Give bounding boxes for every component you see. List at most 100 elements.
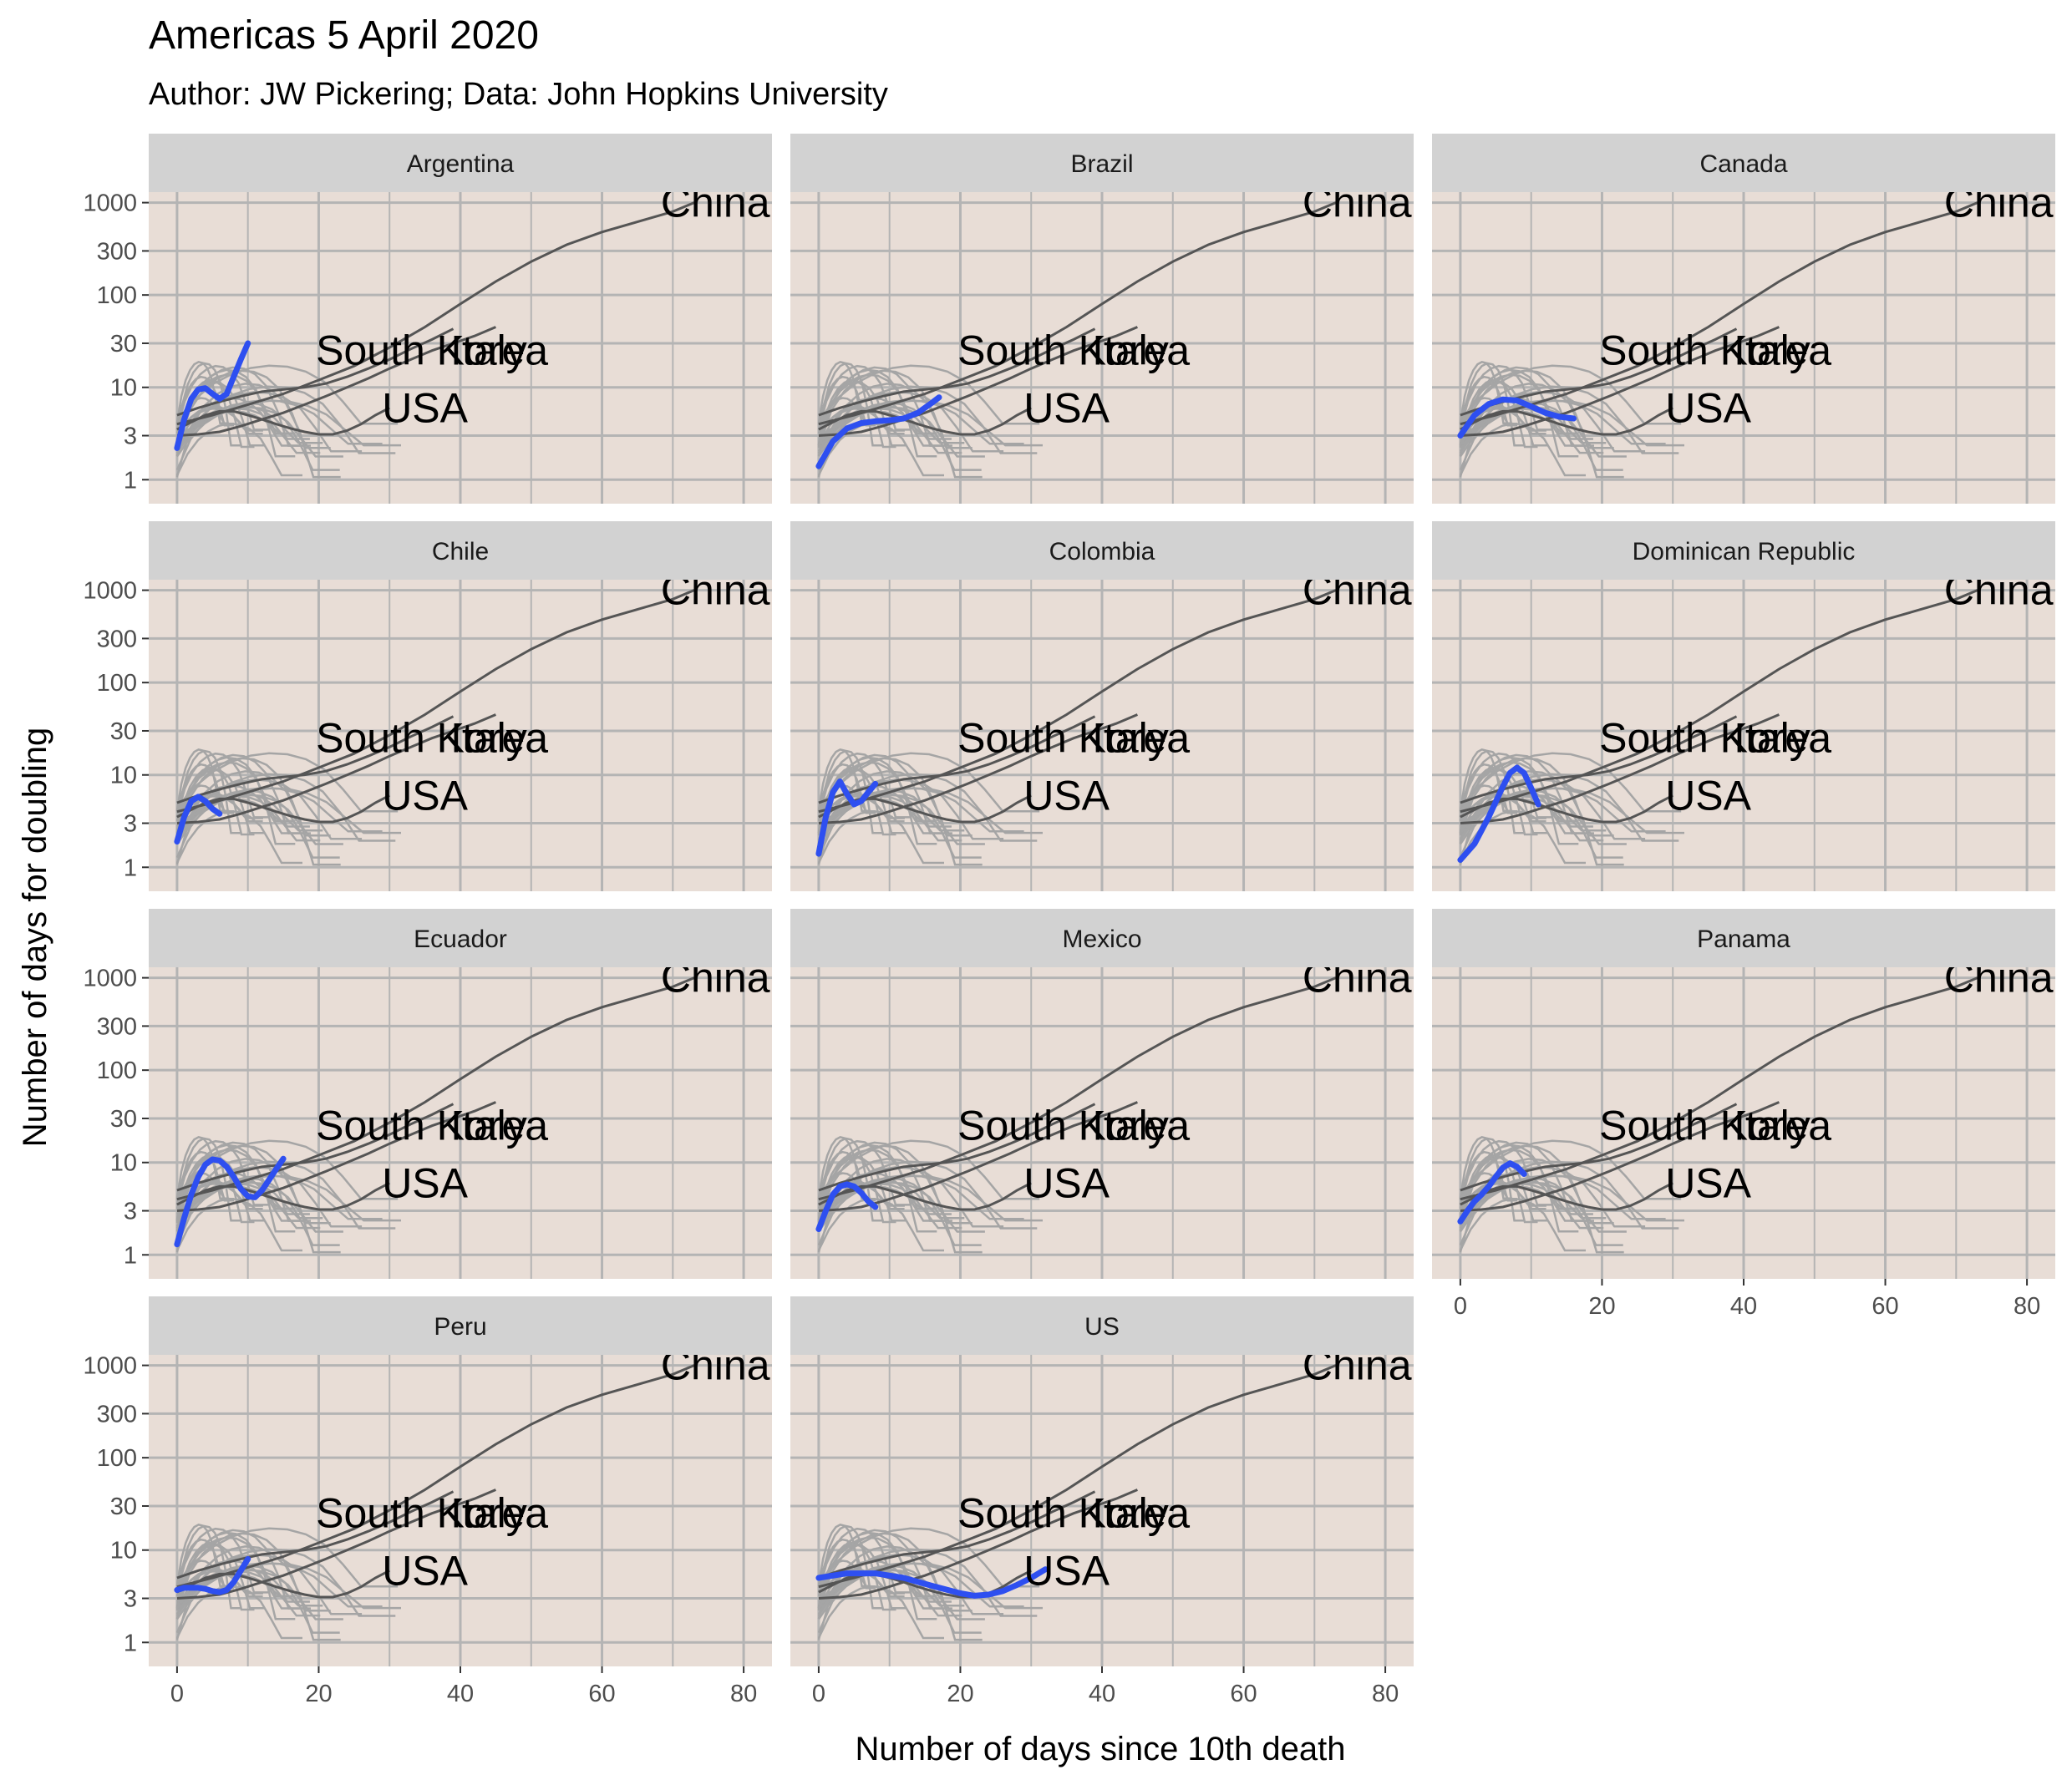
background-series-line xyxy=(817,1144,973,1225)
facet-strip xyxy=(790,909,1414,967)
annotation-label: USA xyxy=(382,1547,468,1594)
reference-line-south-korea xyxy=(818,1488,1138,1600)
annotation-label: USA xyxy=(1023,772,1110,819)
background-series-line xyxy=(817,1541,896,1611)
x-tick-label: 80 xyxy=(730,1681,757,1707)
background-series-line xyxy=(817,385,1038,454)
annotation-label: South Korea xyxy=(1599,1103,1831,1149)
background-series-line xyxy=(175,1139,270,1206)
series-line-mexico xyxy=(815,1181,879,1232)
annotation-label: South Korea xyxy=(957,1103,1190,1149)
background-series-line xyxy=(1459,1177,1623,1246)
x-tick-label: 40 xyxy=(447,1681,474,1707)
facet-strip-label: Panama xyxy=(1697,926,1790,953)
annotation-label: USA xyxy=(1023,384,1110,431)
background-series-line xyxy=(817,789,982,859)
reference-line-italy xyxy=(818,715,1096,804)
annotation-label: Italy xyxy=(450,715,527,762)
annotation-label: China xyxy=(661,180,770,226)
reference-line-usa xyxy=(818,406,1032,436)
annotation-label: South Korea xyxy=(957,327,1190,374)
reference-line-south-korea xyxy=(176,1101,496,1212)
background-series-line xyxy=(175,789,340,859)
background-series-line xyxy=(817,1524,884,1610)
facet-strip-label: US xyxy=(1084,1313,1120,1341)
background-series-line xyxy=(817,1160,1038,1230)
x-tick-label: 40 xyxy=(1730,1293,1757,1320)
y-tick-label: 1 xyxy=(124,467,137,494)
x-tick-label: 20 xyxy=(947,1681,973,1707)
background-series-line xyxy=(1459,369,1614,449)
reference-line-south-korea xyxy=(176,326,496,437)
reference-line-italy xyxy=(176,1103,455,1192)
annotation-label: South Korea xyxy=(316,715,548,762)
reference-line-china xyxy=(818,201,1337,426)
facet-strip xyxy=(790,521,1414,580)
background-series-line xyxy=(175,1181,343,1233)
series-line-argentina xyxy=(174,340,251,451)
background-series-line xyxy=(175,1197,302,1252)
chart-title: Americas 5 April 2020 xyxy=(149,13,539,58)
series-line-brazil xyxy=(815,394,942,469)
background-series-line xyxy=(1459,1160,1679,1230)
background-series-line xyxy=(817,1527,912,1594)
annotation-label: USA xyxy=(1665,1159,1751,1206)
background-series-line xyxy=(175,794,343,845)
background-series-line xyxy=(175,1565,340,1634)
reference-line-usa xyxy=(1460,1181,1673,1211)
reference-line-usa xyxy=(176,794,390,824)
background-series-line xyxy=(175,364,270,431)
reference-line-south-korea xyxy=(176,713,496,824)
facet-strip-label: Dominican Republic xyxy=(1633,538,1856,565)
facet-strip-label: Ecuador xyxy=(414,926,507,953)
background-series-line xyxy=(817,766,896,836)
background-series-line xyxy=(817,378,896,449)
annotation-label: Italy xyxy=(450,327,527,374)
annotation-label: South Korea xyxy=(316,327,548,374)
y-tick-label: 30 xyxy=(110,331,137,358)
facet-strip xyxy=(149,521,772,580)
background-series-line xyxy=(817,752,912,819)
annotation-label: China xyxy=(1303,180,1412,226)
background-series-line xyxy=(175,1524,242,1610)
facet-strip xyxy=(790,134,1414,192)
y-tick-label: 100 xyxy=(97,1057,137,1084)
annotation-label: South Korea xyxy=(316,1103,548,1149)
background-series-line xyxy=(175,402,340,471)
y-tick-label: 30 xyxy=(110,718,137,745)
background-series-line xyxy=(1459,1144,1614,1225)
y-tick-label: 10 xyxy=(110,1538,137,1565)
reference-line-china xyxy=(176,1364,695,1589)
facet-strip xyxy=(1432,134,2055,192)
x-tick-label: 60 xyxy=(588,1681,615,1707)
y-tick-label: 1 xyxy=(124,1630,137,1656)
background-series-line xyxy=(1459,1154,1538,1224)
y-tick-label: 1000 xyxy=(83,190,137,217)
annotation-label: China xyxy=(661,955,770,1002)
reference-line-italy xyxy=(176,1490,455,1580)
y-tick-label: 1000 xyxy=(83,1353,137,1380)
background-series-line xyxy=(176,408,263,432)
reference-line-china xyxy=(176,201,695,426)
reference-line-china xyxy=(1460,976,1978,1201)
annotation-label: Italy xyxy=(1092,715,1169,762)
background-series-line xyxy=(817,1177,982,1246)
x-tick-label: 40 xyxy=(1089,1681,1115,1707)
background-series-line xyxy=(1459,402,1623,471)
background-series-line xyxy=(1459,422,1586,477)
y-tick-label: 3 xyxy=(124,423,137,450)
annotation-label: USA xyxy=(1023,1547,1110,1594)
series-line-canada xyxy=(1457,396,1577,439)
background-series-line xyxy=(817,1565,982,1634)
reference-line-usa xyxy=(1460,406,1673,436)
